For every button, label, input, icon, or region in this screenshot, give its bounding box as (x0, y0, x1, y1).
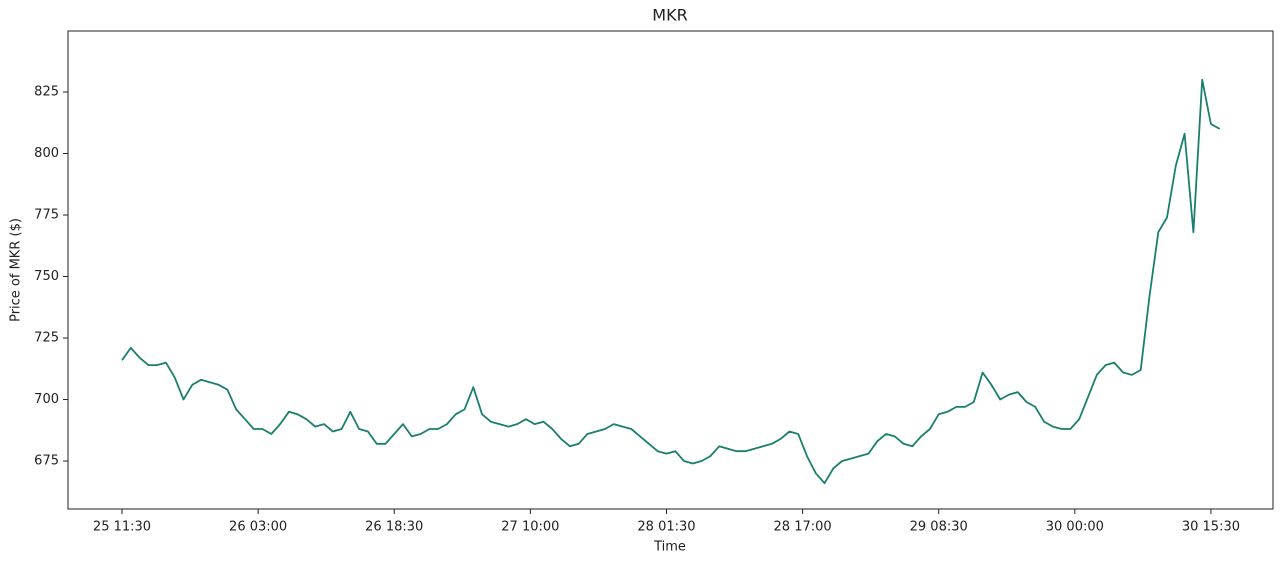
price-line (121, 78, 1221, 485)
y-tick-label: 700 (34, 392, 59, 407)
y-tick-label: 750 (34, 269, 59, 284)
y-tick-label: 675 (34, 454, 59, 469)
y-tick-label: 800 (34, 146, 59, 161)
x-tick-label: 26 18:30 (365, 520, 423, 535)
x-tick-label: 30 00:00 (1046, 520, 1104, 535)
x-tick-label: 28 17:00 (774, 520, 832, 535)
chart-title: MKR (652, 6, 687, 25)
x-tick-label: 30 15:30 (1182, 520, 1240, 535)
y-axis-label: Price of MKR ($) (9, 218, 24, 322)
x-tick-label: 25 11:30 (93, 520, 151, 535)
y-tick-label: 825 (34, 85, 59, 100)
x-axis-label: Time (653, 540, 686, 555)
y-tick-label: 725 (34, 331, 59, 346)
x-tick-label: 27 10:00 (501, 520, 559, 535)
x-tick-label: 29 08:30 (910, 520, 968, 535)
x-tick-label: 28 01:30 (637, 520, 695, 535)
y-tick-label: 775 (34, 208, 59, 223)
plot-frame (67, 30, 1274, 510)
x-tick-label: 26 03:00 (229, 520, 287, 535)
